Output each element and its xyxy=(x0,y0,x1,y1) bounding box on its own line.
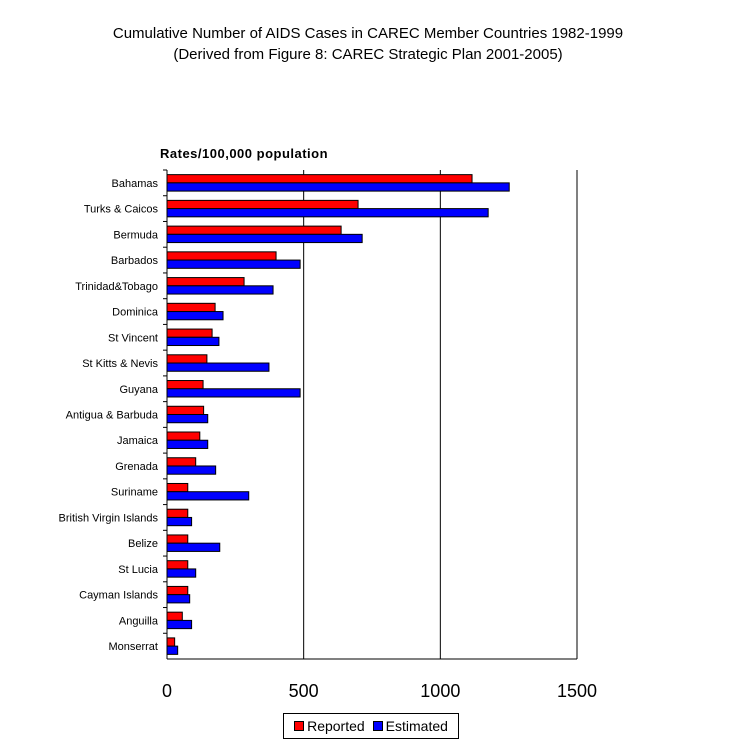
bar-estimated xyxy=(166,619,193,630)
bar-estimated xyxy=(166,465,217,475)
bar-reported xyxy=(166,328,213,338)
y-tick-label: Suriname xyxy=(111,487,158,499)
bar-estimated xyxy=(166,182,510,192)
y-tick-label: Bahamas xyxy=(112,178,159,190)
y-tick-label: Dominica xyxy=(112,307,159,319)
bar-estimated xyxy=(166,516,193,527)
y-tick-label: Jamaica xyxy=(117,435,159,447)
bar-estimated xyxy=(166,491,250,501)
axis-label: Rates/100,000 population xyxy=(160,146,329,161)
bar-reported xyxy=(166,457,197,467)
legend: Reported Estimated xyxy=(283,713,459,739)
y-tick-label: St Kitts & Nevis xyxy=(82,358,158,370)
bar-reported xyxy=(166,611,183,621)
x-tick-label: 1500 xyxy=(557,681,597,701)
legend-item-estimated: Estimated xyxy=(372,718,448,734)
bar-estimated xyxy=(166,233,363,244)
y-tick-label: Monserrat xyxy=(108,641,158,653)
y-tick-label: Anguilla xyxy=(119,615,159,627)
y-tick-label: Barbados xyxy=(111,255,159,267)
bar-estimated xyxy=(166,542,221,552)
bar-estimated xyxy=(166,336,220,347)
x-tick-label: 0 xyxy=(162,681,172,701)
x-tick-label: 1000 xyxy=(420,681,460,701)
y-tick-label: Antigua & Barbuda xyxy=(66,410,159,422)
y-tick-label: British Virgin Islands xyxy=(59,512,159,524)
bar-reported xyxy=(166,560,189,570)
bar-reported xyxy=(166,174,473,184)
bar-reported xyxy=(166,354,208,364)
chart-title: Cumulative Number of AIDS Cases in CAREC… xyxy=(112,25,624,42)
bar-estimated xyxy=(166,414,209,424)
bar-reported xyxy=(166,380,204,390)
bar-estimated xyxy=(166,285,274,295)
bar-estimated xyxy=(166,439,209,449)
bar-reported xyxy=(166,302,216,313)
bar-estimated xyxy=(166,594,191,604)
y-tick-label: Cayman Islands xyxy=(79,590,158,602)
bar-estimated xyxy=(166,388,301,398)
bar-reported xyxy=(166,637,176,647)
y-tick-label: Grenada xyxy=(115,461,159,473)
bar-estimated xyxy=(166,568,197,578)
bar-estimated xyxy=(166,362,270,372)
bar-reported xyxy=(166,225,342,235)
bar-reported xyxy=(166,277,245,287)
bar-reported xyxy=(166,534,189,544)
bar-reported xyxy=(166,405,205,416)
y-tick-label: Guyana xyxy=(119,384,158,396)
y-tick-label: Bermuda xyxy=(113,229,159,241)
y-tick-label: Trinidad&Tobago xyxy=(75,281,158,293)
bar-reported xyxy=(166,482,189,493)
y-tick-label: Belize xyxy=(128,538,158,550)
bar-reported xyxy=(166,431,201,441)
y-tick-label: St Vincent xyxy=(108,332,158,344)
bar-estimated xyxy=(166,311,224,321)
bar-reported xyxy=(166,508,189,518)
y-tick-label: St Lucia xyxy=(118,564,159,576)
bar-reported xyxy=(166,251,277,261)
bar-reported xyxy=(166,199,359,210)
bar-estimated xyxy=(166,645,179,655)
bar-estimated xyxy=(166,259,301,269)
x-tick-label: 500 xyxy=(289,681,319,701)
chart-subtitle: (Derived from Figure 8: CAREC Strategic … xyxy=(173,46,563,63)
bar-estimated xyxy=(166,208,489,218)
legend-item-reported: Reported xyxy=(294,718,365,734)
y-tick-label: Turks & Caicos xyxy=(84,204,159,216)
bar-reported xyxy=(166,585,189,596)
